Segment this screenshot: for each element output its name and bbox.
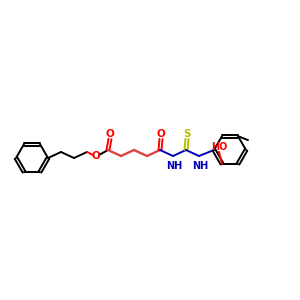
Text: O: O bbox=[157, 129, 165, 139]
Text: NH: NH bbox=[166, 161, 182, 171]
Text: O: O bbox=[106, 129, 114, 139]
Text: S: S bbox=[183, 129, 191, 139]
Text: O: O bbox=[92, 151, 100, 161]
Text: NH: NH bbox=[192, 161, 208, 171]
Text: HO: HO bbox=[211, 142, 227, 152]
